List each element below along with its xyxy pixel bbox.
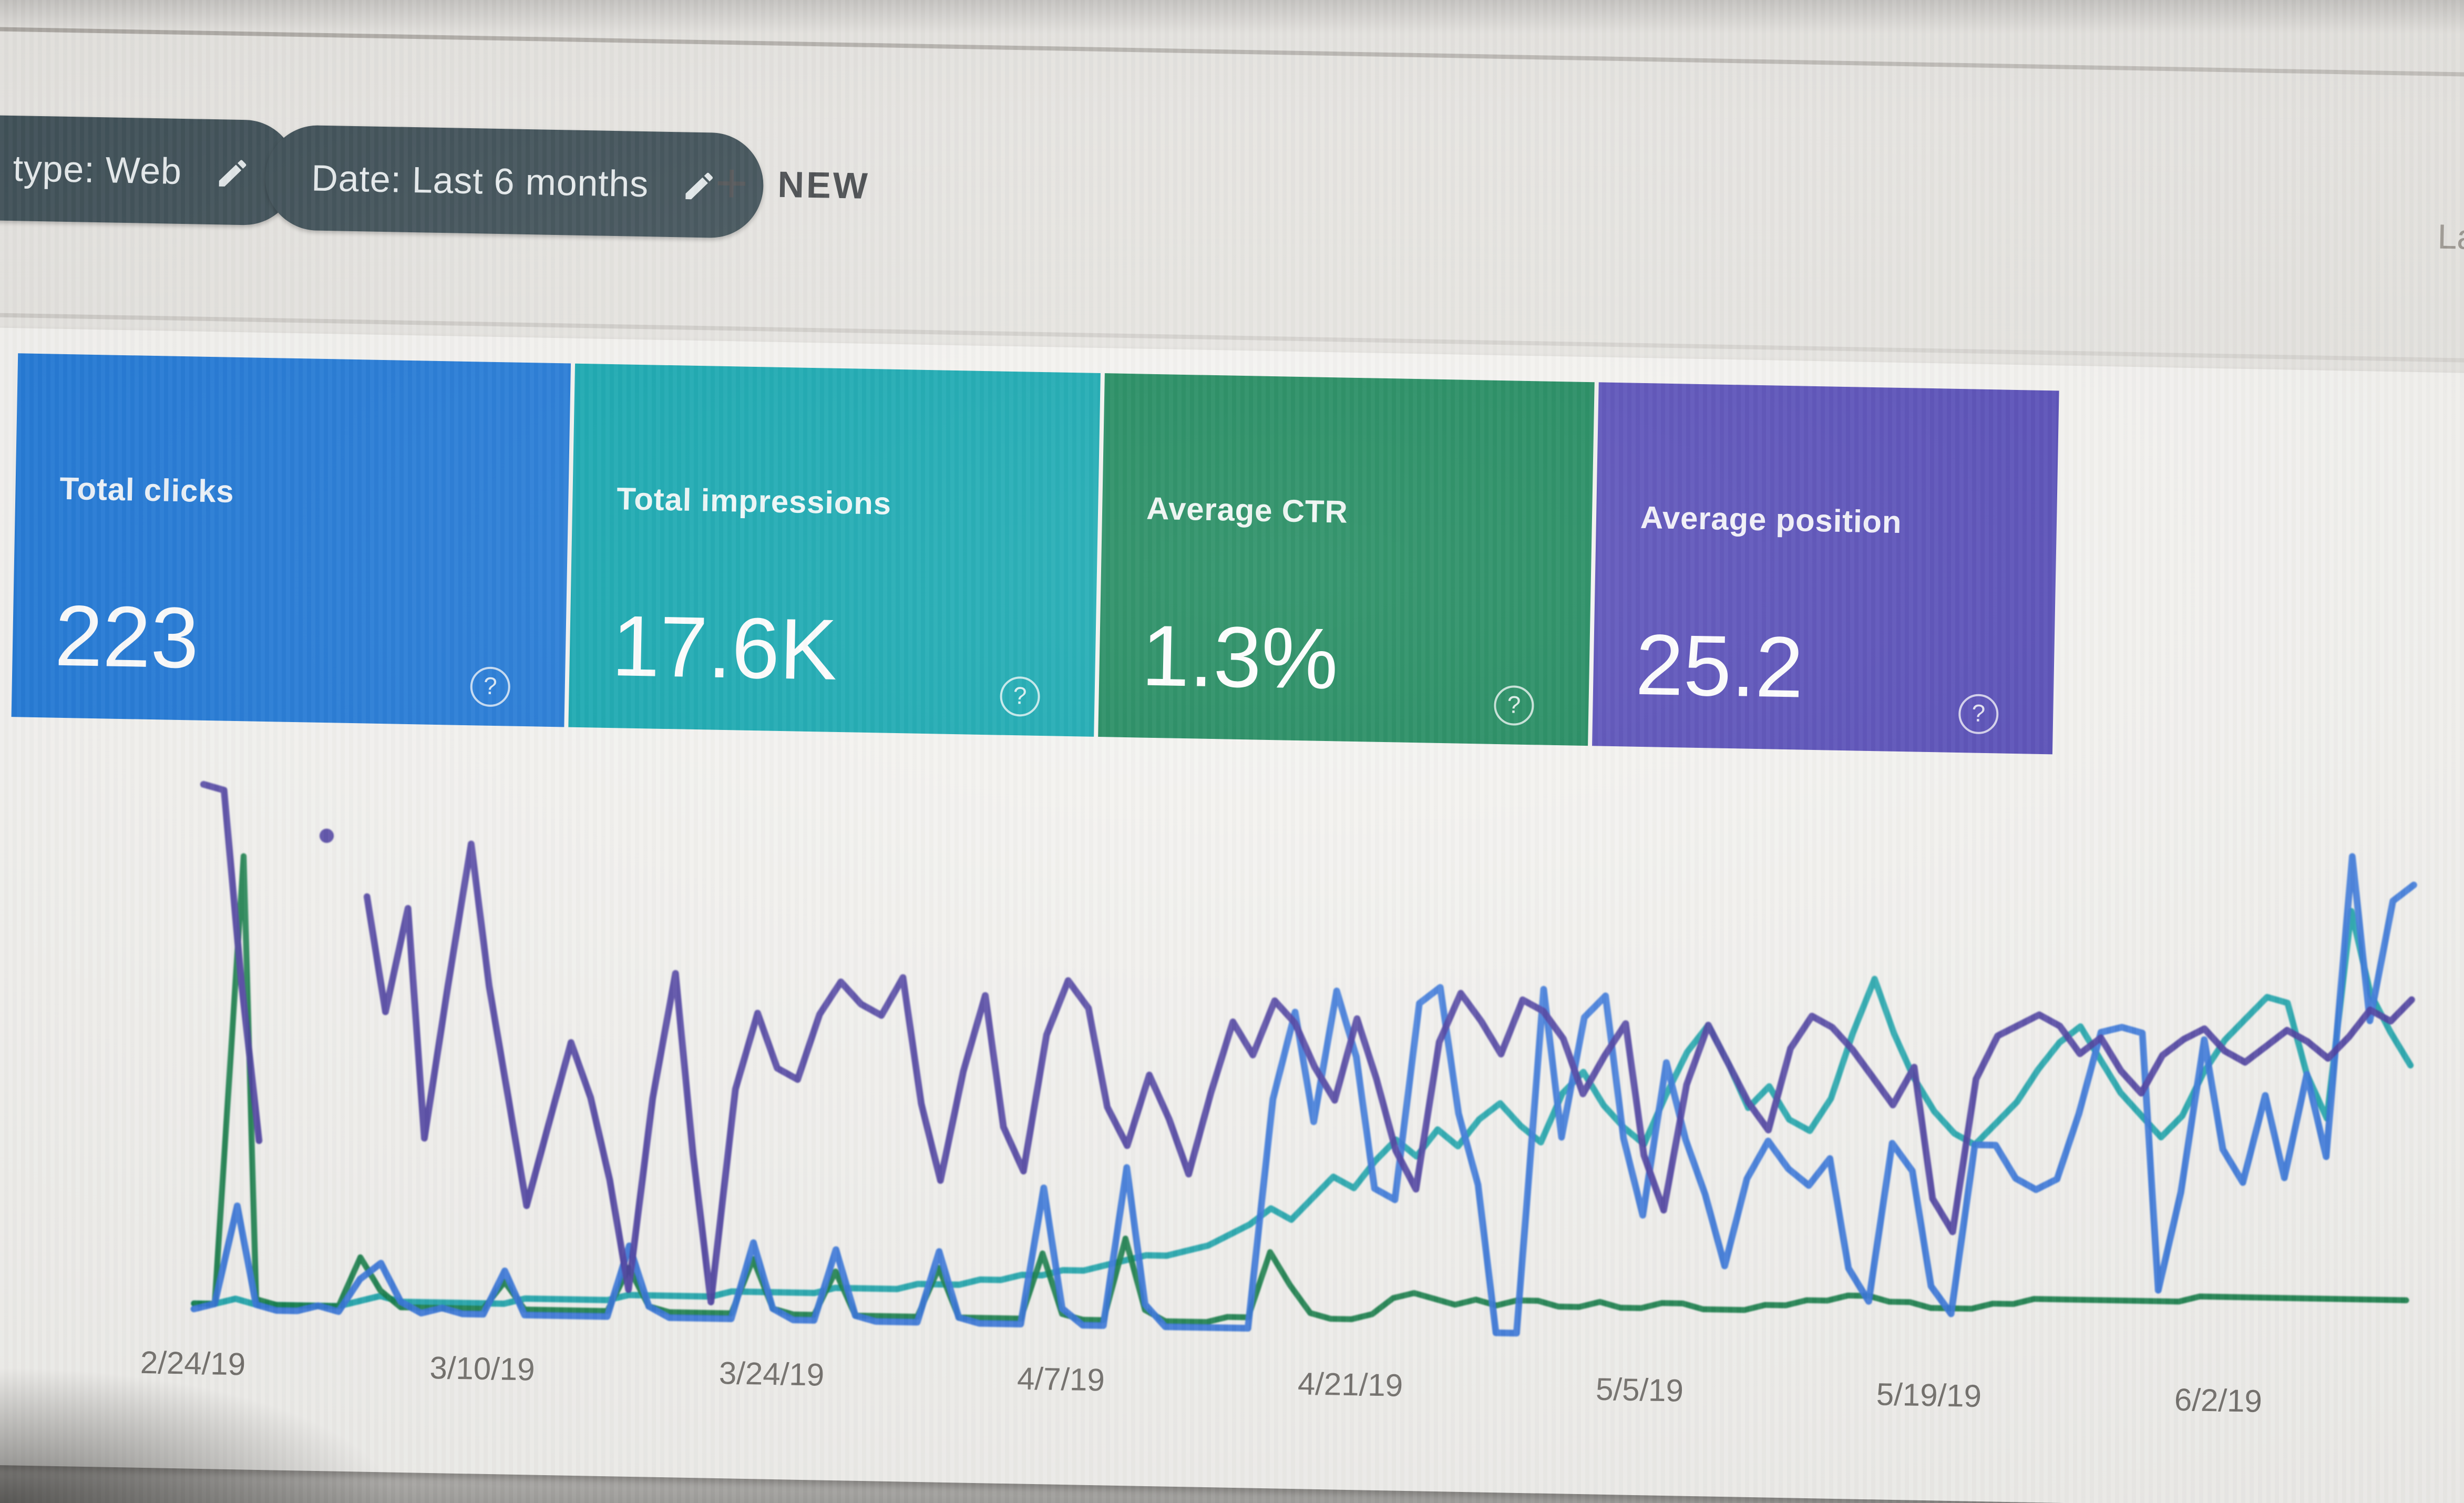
search-type-filter-chip[interactable]: type: Web (0, 114, 299, 226)
plus-icon: + (714, 151, 751, 215)
x-axis-label: 4/7/19 (1017, 1362, 1105, 1399)
x-axis-label: 4/21/19 (1297, 1367, 1403, 1405)
total-impressions-card[interactable]: Total impressions 17.6K ? (568, 363, 1101, 737)
average-ctr-card[interactable]: Average CTR 1.3% ? (1098, 373, 1595, 746)
card-value: 25.2 (1635, 616, 1804, 716)
edit-pencil-icon (682, 167, 718, 203)
card-label: Total clicks (59, 471, 235, 511)
x-axis-label: 5/5/19 (1595, 1372, 1684, 1410)
top-right-cut-text: La (2437, 219, 2464, 258)
filters-toolbar: type: Web Date: Last 6 months + NEW La (0, 0, 2464, 258)
help-icon[interactable]: ? (1958, 694, 1999, 735)
card-label: Average CTR (1146, 491, 1349, 531)
chart-line-average-position (363, 840, 2415, 1305)
x-axis-label: 3/10/19 (429, 1351, 536, 1389)
total-clicks-card[interactable]: Total clicks 223 ? (11, 353, 571, 727)
help-icon[interactable]: ? (1493, 685, 1535, 726)
card-label: Average position (1640, 500, 1902, 542)
x-axis-label: 5/19/19 (1876, 1377, 1982, 1416)
performance-panel: Total clicks 223 ? Total impressions 17.… (0, 327, 2464, 1503)
x-axis-label: 3/24/19 (718, 1356, 825, 1394)
card-value: 17.6K (611, 598, 838, 698)
summary-cards-row: Total clicks 223 ? Total impressions 17.… (11, 353, 2059, 755)
chart-line-impressions (191, 908, 2414, 1310)
date-chip-label: Date: Last 6 months (311, 156, 649, 204)
x-axis-label: 2/24/19 (140, 1345, 246, 1384)
chart-line-average-position (200, 781, 263, 1144)
chart-line-ctr (191, 853, 2409, 1325)
help-icon[interactable]: ? (999, 676, 1041, 717)
help-icon[interactable]: ? (470, 666, 511, 707)
search-type-chip-label: type: Web (12, 146, 182, 191)
x-axis-label: 6/2/19 (2174, 1383, 2263, 1420)
card-value: 223 (54, 587, 200, 687)
edit-pencil-icon (215, 154, 251, 190)
date-filter-chip[interactable]: Date: Last 6 months (264, 124, 765, 239)
chart-canvas (190, 781, 2417, 1337)
card-label: Total impressions (616, 482, 892, 523)
new-filter-label: NEW (777, 163, 870, 207)
new-filter-button[interactable]: + NEW (702, 151, 883, 218)
header-divider (0, 26, 2464, 77)
average-position-card[interactable]: Average position 25.2 ? (1592, 382, 2059, 755)
chart-point-average-position (319, 828, 334, 843)
chart-line-clicks (190, 853, 2417, 1337)
performance-chart[interactable] (190, 754, 2417, 1358)
card-value: 1.3% (1141, 607, 1339, 708)
